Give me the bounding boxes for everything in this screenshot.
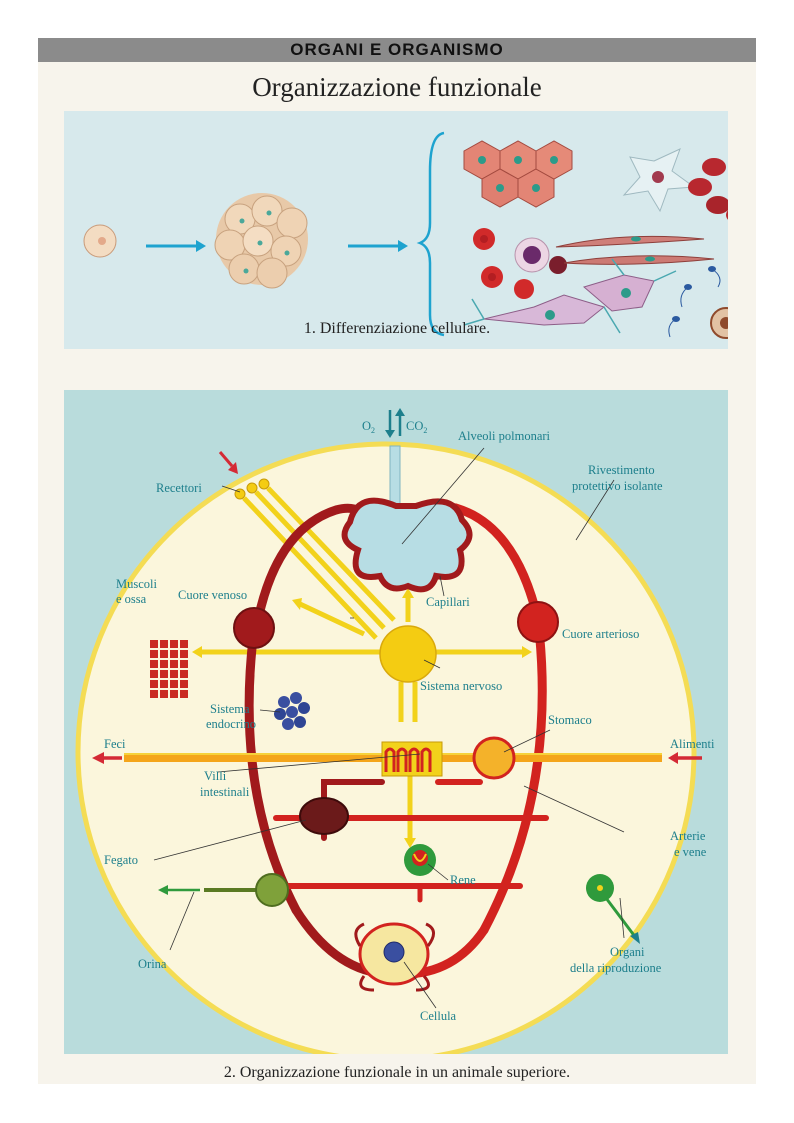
label-gas-o2: O2 (362, 419, 375, 435)
venous-heart-icon (233, 607, 275, 649)
kidney-icon (404, 844, 436, 876)
organism-diagram: O2 CO2 Alveoli polmonari Rivestimento pr… (75, 408, 715, 1063)
page: ORGANI E ORGANISMO Organizzazione funzio… (38, 38, 756, 1084)
label-sistema-endocrino-1: Sistema (210, 702, 250, 716)
arterial-heart-icon (517, 601, 559, 643)
muscle-fibers (555, 235, 715, 265)
leader-lines (153, 447, 625, 1009)
label-alimenti: Alimenti (670, 737, 715, 751)
label-recettori: Recettori (156, 481, 202, 495)
page-title: Organizzazione funzionale (252, 72, 542, 102)
figure1-caption: 1. Differenziazione cellulare. (303, 320, 491, 337)
section-title: ORGANI E ORGANISMO (290, 40, 504, 59)
nerve-pathways (200, 486, 524, 842)
label-sistema-endocrino-2: endocrino (206, 717, 256, 731)
zygote-cell (83, 224, 117, 258)
lungs-icon (341, 497, 473, 593)
urine-path (158, 885, 260, 895)
label-arterie-2: e vene (674, 845, 707, 859)
endocrine-gland-icon (274, 692, 310, 730)
section-header: ORGANI E ORGANISMO (38, 38, 756, 62)
label-rivestimento-2: protettivo isolante (572, 479, 663, 493)
bladder-icon (255, 873, 289, 907)
label-rene: Rene (450, 873, 476, 887)
nervous-system-icon (379, 625, 437, 683)
label-muscoli-2: e ossa (116, 592, 147, 606)
label-villi-2: intestinali (200, 785, 250, 799)
food-in-arrow-icon (668, 752, 702, 764)
label-feci: Feci (104, 737, 126, 751)
cell-icon (354, 922, 435, 992)
brace-bracket (416, 131, 445, 337)
label-alveoli: Alveoli polmonari (458, 429, 551, 443)
label-gas-co2: CO2 (406, 419, 427, 435)
trachea (389, 445, 401, 507)
label-organi-2: della riproduzione (570, 961, 662, 975)
label-organi-1: Organi (610, 945, 645, 959)
label-fegato: Fegato (104, 853, 138, 867)
liver-icon (299, 797, 349, 835)
label-sistema-nervoso: Sistema nervoso (420, 679, 502, 693)
arrow-right-icon (146, 240, 206, 252)
label-orina: Orina (138, 957, 167, 971)
epithelial-cells (463, 140, 573, 208)
label-capillari: Capillari (426, 595, 470, 609)
feces-out-arrow-icon (92, 752, 122, 764)
figure-cell-differentiation (64, 111, 746, 349)
label-cuore-arterioso: Cuore arterioso (562, 627, 639, 641)
label-muscoli-1: Muscoli (116, 577, 158, 591)
stimulus-arrow-icon (218, 451, 238, 474)
red-blood-cells (473, 228, 534, 299)
label-cellula: Cellula (420, 1009, 457, 1023)
reproductive-organs-icon (586, 874, 640, 944)
label-arterie-1: Arterie (670, 829, 706, 843)
villi-icon (381, 741, 443, 777)
white-blood-cell (514, 237, 567, 274)
blood-cells-cluster (688, 158, 746, 223)
neuron-cells (463, 258, 677, 334)
label-rivestimento-1: Rivestimento (588, 463, 655, 477)
figure-functional-organization: O2 CO2 Alveoli polmonari Rivestimento pr… (64, 390, 728, 1063)
morula-cluster (214, 193, 308, 289)
stellate-cell (622, 148, 696, 213)
gas-exchange-arrows-icon (385, 408, 405, 438)
differentiation-illustration (83, 131, 746, 339)
label-stomaco: Stomaco (548, 713, 592, 727)
sperm-cells (668, 266, 721, 338)
figure2-caption: 2. Organizzazione funzionale in un anima… (223, 1064, 571, 1081)
label-villi-1: Villi (204, 769, 227, 783)
stomach-icon (472, 736, 516, 780)
muscles-bones-icon (150, 640, 188, 698)
arrow-right-icon (348, 240, 408, 252)
label-cuore-venoso: Cuore venoso (178, 588, 247, 602)
